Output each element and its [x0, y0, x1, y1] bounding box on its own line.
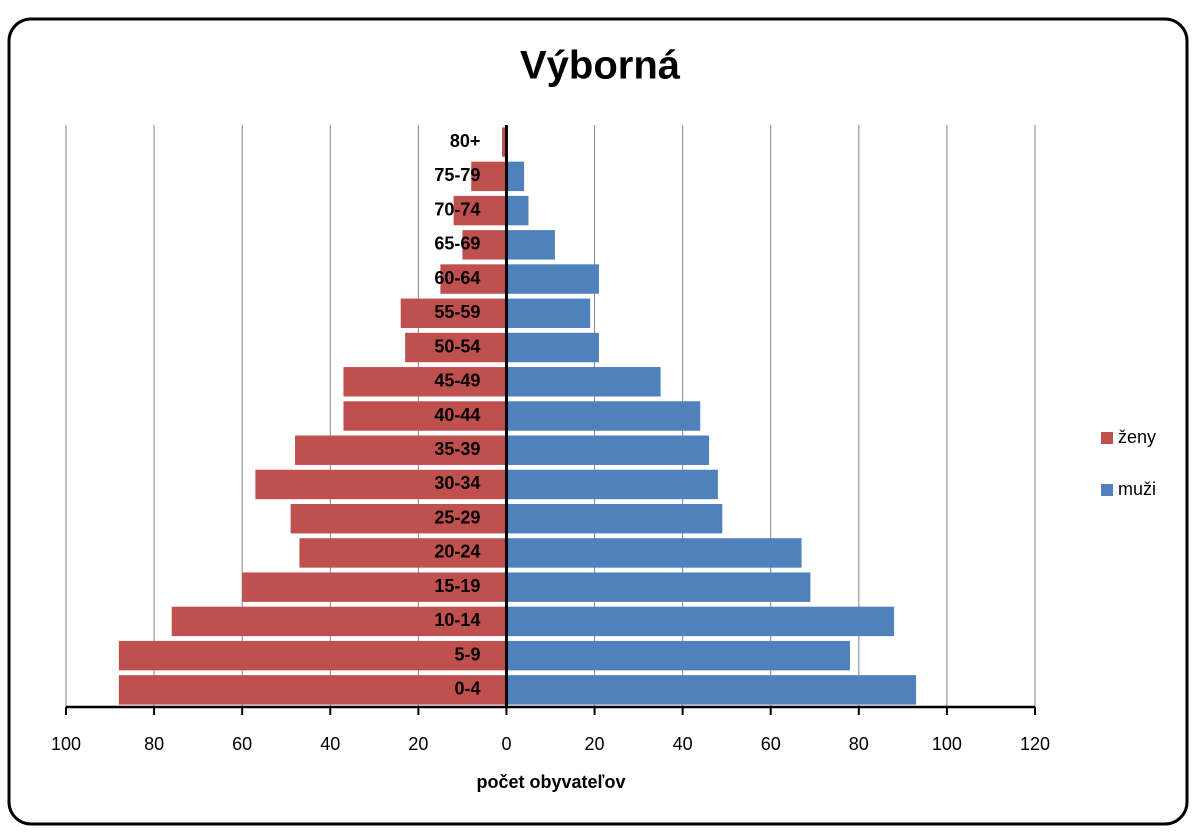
bar: [462, 230, 507, 260]
category-label: 0-4: [454, 679, 480, 699]
category-label: 45-49: [434, 371, 480, 391]
category-label: 40-44: [434, 405, 480, 425]
category-label: 75-79: [434, 165, 480, 185]
x-tick-label: 40: [673, 734, 693, 754]
legend-label: ženy: [1118, 427, 1156, 447]
bar: [290, 503, 507, 534]
category-label: 25-29: [434, 507, 480, 527]
bar: [506, 230, 555, 260]
bar: [343, 401, 507, 431]
bar: [506, 572, 811, 602]
bar: [506, 538, 802, 568]
bar: [506, 161, 525, 192]
x-tick-label: 40: [320, 734, 340, 754]
x-axis-label: počet obyvateľov: [477, 772, 626, 792]
bar: [405, 332, 507, 363]
bar: [440, 264, 507, 294]
bar: [295, 435, 507, 465]
category-label: 35-39: [434, 439, 480, 459]
bar: [242, 572, 507, 602]
bar: [255, 469, 507, 500]
category-label: 70-74: [434, 199, 480, 219]
bar: [506, 435, 710, 465]
bar: [343, 367, 507, 397]
category-label: 65-69: [434, 234, 480, 254]
bar: [506, 367, 661, 397]
category-label: 20-24: [434, 542, 480, 562]
legend-label: muži: [1118, 479, 1156, 499]
category-label: 60-64: [434, 268, 480, 288]
bar: [506, 298, 591, 329]
bar: [506, 469, 718, 500]
x-tick-label: 20: [408, 734, 428, 754]
x-tick-label: 0: [501, 734, 511, 754]
bar: [453, 195, 507, 226]
category-label: 10-14: [434, 610, 480, 630]
x-tick-label: 60: [761, 734, 781, 754]
bar: [118, 640, 507, 671]
x-tick-label: 60: [232, 734, 252, 754]
legend-swatch: [1101, 484, 1113, 496]
x-tick-label: 100: [932, 734, 962, 754]
category-label: 5-9: [454, 644, 480, 664]
legend-swatch: [1101, 432, 1113, 444]
bar: [506, 401, 701, 431]
category-label: 30-34: [434, 473, 480, 493]
bar: [118, 675, 507, 705]
bar: [506, 503, 723, 534]
category-label: 50-54: [434, 336, 480, 356]
category-label: 80+: [450, 131, 481, 151]
bar: [299, 538, 507, 568]
bar: [471, 161, 507, 192]
bar: [506, 195, 529, 226]
x-tick-label: 20: [585, 734, 605, 754]
x-tick-label: 120: [1020, 734, 1050, 754]
x-tick-label: 80: [144, 734, 164, 754]
bar: [506, 675, 917, 705]
bar: [400, 298, 507, 329]
bar: [506, 332, 599, 363]
bar: [506, 264, 599, 294]
category-label: 15-19: [434, 576, 480, 596]
category-label: 55-59: [434, 302, 480, 322]
bar: [506, 640, 851, 671]
bar: [506, 606, 895, 637]
bar: [171, 606, 507, 637]
bar: [502, 127, 507, 157]
chart-title: Výborná: [520, 44, 681, 88]
x-tick-label: 100: [51, 734, 81, 754]
x-tick-label: 80: [849, 734, 869, 754]
